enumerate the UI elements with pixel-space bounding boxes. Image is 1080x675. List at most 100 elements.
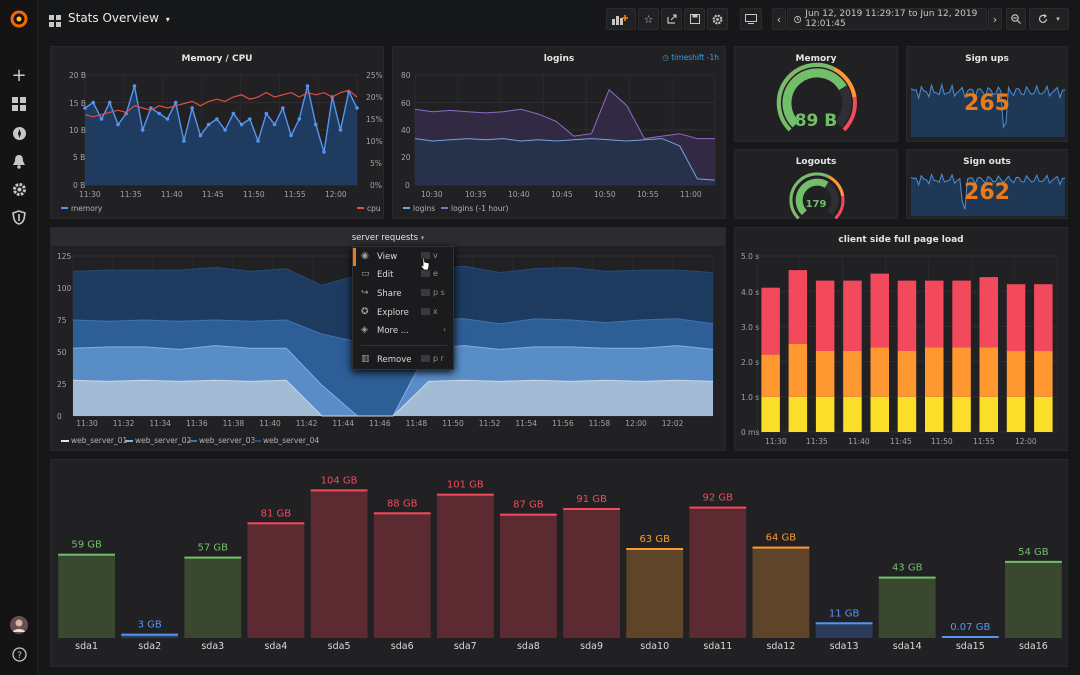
panel-memory-cpu[interactable]: Memory / CPU 20 B 15 B 10 B 5 B 0 B 25% … [50, 46, 384, 219]
menu-item-explore[interactable]: ✪ Explore x [353, 304, 453, 322]
y-right-tick: 5% [370, 159, 382, 168]
x-tick: 11:40 [848, 437, 870, 446]
legend-item[interactable]: cpu [367, 204, 381, 213]
panel-sign-ups[interactable]: Sign ups 265 [906, 46, 1068, 142]
gauge-threshold-orange [828, 175, 845, 197]
time-forward-button[interactable]: › [988, 8, 1002, 30]
y-right-tick: 0% [370, 181, 382, 190]
save-button[interactable] [684, 8, 705, 30]
logouts-gauge [789, 172, 845, 220]
menu-item-share[interactable]: ↪ Share p s [353, 285, 453, 303]
disk-bar [310, 489, 368, 638]
bar-segment-low [788, 396, 808, 432]
menu-item-label: View [377, 252, 398, 262]
share-button[interactable] [661, 8, 682, 30]
bar-segment-mid [897, 351, 917, 397]
time-range-picker[interactable]: Jun 12, 2019 11:29:17 to Jun 12, 2019 12… [787, 8, 987, 30]
y-tick: 10 B [69, 126, 86, 135]
star-button[interactable]: ☆ [638, 8, 659, 30]
legend-item[interactable]: logins (-1 hour) [451, 204, 509, 213]
disk-bar [500, 513, 557, 638]
bar-segment-high [788, 270, 808, 344]
menu-item-more[interactable]: ◈ More ... › [353, 322, 453, 340]
disk-bar-top [436, 493, 494, 496]
timeshift-badge: ◷ timeshift -1h [662, 53, 719, 62]
legend-item[interactable]: web_server_01 [71, 436, 128, 445]
disk-category-label: sda14 [893, 641, 922, 652]
stat-value: 262 [964, 180, 1010, 205]
menu-item-edit[interactable]: ▭ Edit e [353, 266, 453, 284]
avatar[interactable] [7, 613, 31, 637]
compass-icon[interactable] [7, 121, 31, 145]
legend-item[interactable]: web_server_02 [135, 436, 192, 445]
x-tick: 11:50 [931, 437, 953, 446]
bar-segment-mid [761, 354, 780, 397]
chevron-down-icon: ▾ [165, 15, 170, 24]
x-tick: 11:45 [202, 190, 224, 199]
dashboards-icon[interactable] [7, 92, 31, 116]
y-tick: 0 ms [741, 428, 759, 437]
grafana-logo-icon[interactable] [7, 7, 31, 31]
legend-item[interactable]: memory [71, 204, 103, 213]
panel-title: Memory / CPU [181, 54, 253, 64]
panel-title: Sign outs [963, 157, 1011, 167]
dashboard-title[interactable]: Stats Overview ▾ [68, 11, 170, 25]
shortcut-key: x [433, 307, 438, 316]
disk-bar-top [815, 622, 873, 625]
shield-icon[interactable] [7, 205, 31, 229]
memory-line [84, 85, 358, 153]
panel-logins[interactable]: logins ◷ timeshift -1h 80 60 40 20 0 10:… [392, 46, 726, 219]
logins-chart: 80 60 40 20 0 10:30 10:35 10:40 10:45 10… [401, 71, 716, 213]
logins-shift-line [414, 88, 715, 140]
y-tick: 5.0 s [741, 252, 759, 261]
legend-swatch [403, 207, 410, 209]
legend-item[interactable]: logins [413, 204, 435, 213]
settings-button[interactable] [707, 8, 728, 30]
zoom-out-icon [1011, 14, 1021, 24]
x-tick: 10:50 [594, 190, 616, 199]
x-tick: 10:45 [551, 190, 573, 199]
panel-logouts[interactable]: Logouts 179 [734, 149, 898, 220]
gear-icon[interactable] [7, 177, 31, 201]
y-tick: 50 [57, 348, 67, 357]
panel-title: client side full page load [838, 235, 964, 245]
disk-value-label: 91 GB [576, 494, 607, 505]
keyboard-icon [421, 355, 430, 362]
panel-disk-usage[interactable]: 59 GB sda1 3 GB sda2 57 GB sda3 81 GB sda4 104 G… [50, 459, 1068, 667]
memory-point [289, 133, 293, 138]
legend-item[interactable]: web_server_04 [263, 436, 320, 445]
bell-icon[interactable] [7, 149, 31, 173]
zoom-out-button[interactable] [1006, 8, 1026, 30]
shortcut-hint: p r [421, 354, 444, 363]
disk-category-label: sda16 [1019, 641, 1048, 652]
panel-title[interactable]: server requests ▾ [51, 233, 725, 243]
time-back-button[interactable]: ‹ [772, 8, 786, 30]
clock-icon [794, 15, 802, 23]
view-mode-button[interactable] [740, 8, 762, 30]
help-icon[interactable]: ? [7, 642, 31, 666]
plus-icon[interactable]: + [11, 64, 27, 86]
legend-item[interactable]: web_server_03 [199, 436, 256, 445]
memory-point [206, 122, 211, 127]
menu-item-view[interactable]: ◉ View v [353, 248, 453, 266]
gauge-value: 89 B [794, 111, 838, 131]
share-icon: ↪ [361, 288, 369, 298]
gauge-threshold-green [789, 172, 830, 220]
menu-item-label: More ... [377, 326, 409, 336]
panel-header-hover[interactable] [51, 228, 725, 246]
disk-category-label: sda2 [138, 641, 161, 652]
disk-bar-top [626, 548, 684, 550]
bar-segment-low [1034, 396, 1053, 432]
sparkline-area [911, 84, 1065, 137]
menu-item-remove[interactable]: ▥ Remove p r [353, 351, 453, 369]
panel-page-load[interactable]: client side full page load 5.0 s 4.0 s 3… [734, 227, 1068, 451]
shortcut-key: p s [433, 288, 445, 297]
x-tick: 11:58 [589, 419, 611, 428]
memory-point [190, 106, 194, 110]
add-panel-button[interactable] [606, 8, 636, 30]
panel-memory-gauge[interactable]: Memory 89 B [734, 46, 898, 142]
refresh-button[interactable]: ▾ [1029, 8, 1069, 30]
y-tick: 4.0 s [741, 288, 759, 297]
panel-sign-outs[interactable]: Sign outs 262 [906, 149, 1068, 219]
x-tick: 11:32 [113, 419, 135, 428]
